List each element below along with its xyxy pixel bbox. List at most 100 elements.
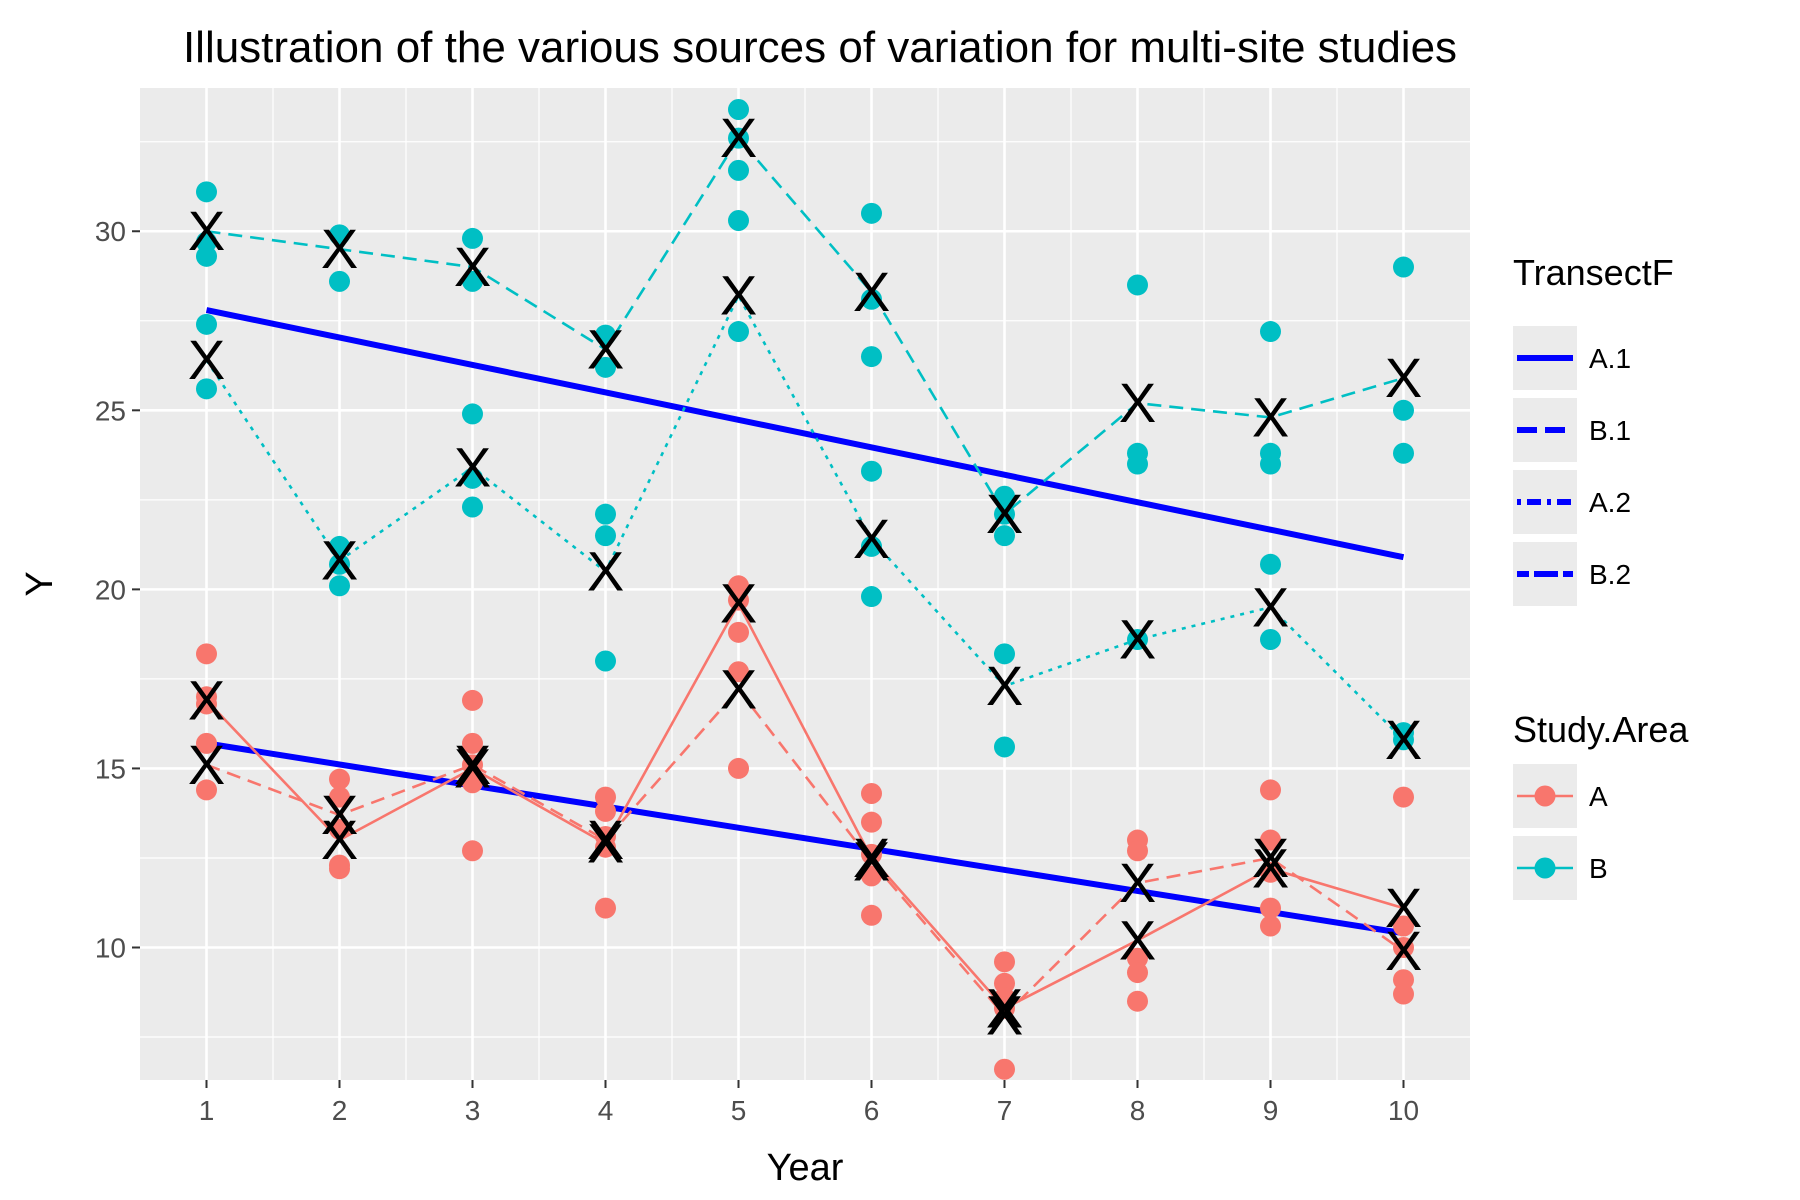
data-point bbox=[329, 553, 350, 575]
data-point bbox=[1393, 442, 1414, 464]
data-point bbox=[861, 346, 882, 368]
data-point bbox=[1393, 915, 1414, 937]
data-point bbox=[329, 786, 350, 808]
mean-marker: X bbox=[1252, 837, 1289, 900]
data-point bbox=[1393, 983, 1414, 1005]
x-tick-label: 4 bbox=[598, 1095, 614, 1126]
x-axis-title: Year bbox=[767, 1147, 844, 1189]
y-axis-title: Y bbox=[19, 571, 61, 596]
data-point bbox=[462, 496, 483, 518]
data-point bbox=[462, 732, 483, 754]
x-axis: 1 2 3 4 5 6 7 8 9 10 bbox=[199, 1080, 1419, 1126]
data-point bbox=[462, 227, 483, 249]
data-point bbox=[329, 818, 350, 840]
mean-marker: X bbox=[986, 976, 1023, 1039]
mean-marker: X bbox=[587, 539, 624, 602]
data-point bbox=[994, 951, 1015, 973]
data-point bbox=[329, 535, 350, 557]
data-point bbox=[1260, 861, 1281, 883]
mean-marker: X bbox=[853, 830, 890, 893]
data-point bbox=[329, 575, 350, 597]
data-point bbox=[861, 202, 882, 224]
mean-marker: X bbox=[321, 529, 358, 592]
mean-marker: X bbox=[720, 106, 757, 169]
mean-marker: X bbox=[1119, 608, 1156, 671]
legend-point-sample bbox=[1534, 857, 1556, 879]
x-tick-label: 6 bbox=[864, 1095, 880, 1126]
mean-marker: X bbox=[188, 328, 225, 391]
data-point bbox=[861, 288, 882, 310]
y-tick-label: 10 bbox=[95, 932, 126, 963]
legend-point-sample bbox=[1534, 785, 1556, 807]
mean-marker: X bbox=[720, 572, 757, 635]
mean-marker: X bbox=[1385, 708, 1422, 771]
y-tick-label: 15 bbox=[95, 753, 126, 784]
data-point bbox=[595, 650, 616, 672]
data-point bbox=[329, 768, 350, 790]
mean-marker: X bbox=[1252, 575, 1289, 638]
mean-marker: X bbox=[1119, 908, 1156, 971]
legend-item-label: A.1 bbox=[1589, 343, 1631, 374]
data-point bbox=[1127, 990, 1148, 1012]
data-point bbox=[728, 321, 749, 343]
data-point bbox=[462, 270, 483, 292]
data-point bbox=[595, 525, 616, 547]
data-point bbox=[728, 589, 749, 611]
data-point bbox=[329, 270, 350, 292]
data-point bbox=[1260, 897, 1281, 919]
mean-marker: X bbox=[188, 733, 225, 796]
data-point bbox=[595, 897, 616, 919]
data-point bbox=[861, 843, 882, 865]
data-point bbox=[1393, 786, 1414, 808]
chart-title: Illustration of the various sources of v… bbox=[183, 23, 1457, 72]
data-point bbox=[1393, 256, 1414, 278]
mean-marker: X bbox=[321, 783, 358, 846]
regression-lines bbox=[205, 307, 1405, 937]
data-point bbox=[728, 757, 749, 779]
mean-marker: X bbox=[1119, 371, 1156, 434]
data-point bbox=[1260, 829, 1281, 851]
regression-line-B bbox=[205, 307, 1405, 561]
regression-line-A bbox=[206, 740, 1404, 937]
mean-marker: X bbox=[587, 808, 624, 871]
mean-marker: X bbox=[587, 317, 624, 380]
mean-marker: X bbox=[1385, 919, 1422, 982]
data-point bbox=[1260, 453, 1281, 475]
mean-marker: X bbox=[454, 736, 491, 799]
y-axis: 10 15 20 25 30 bbox=[95, 216, 140, 963]
mean-marker: X bbox=[986, 654, 1023, 717]
x-tick-label: 10 bbox=[1388, 1095, 1419, 1126]
mean-marker: X bbox=[853, 826, 890, 889]
data-point bbox=[462, 689, 483, 711]
data-point bbox=[994, 503, 1015, 525]
data-point bbox=[861, 904, 882, 926]
data-point bbox=[728, 159, 749, 181]
data-point bbox=[595, 503, 616, 525]
x-tick-label: 7 bbox=[997, 1095, 1013, 1126]
data-point bbox=[196, 313, 217, 335]
data-point bbox=[595, 356, 616, 378]
legend-item-label: A.2 bbox=[1589, 487, 1631, 518]
data-point bbox=[329, 224, 350, 246]
mean-marker: X bbox=[321, 808, 358, 871]
mean-marker: X bbox=[1119, 851, 1156, 914]
x-tick-label: 3 bbox=[465, 1095, 481, 1126]
minor-gridlines bbox=[140, 88, 1470, 1080]
transect-mean-lines bbox=[205, 135, 1405, 1018]
data-point bbox=[994, 1058, 1015, 1080]
data-point bbox=[462, 754, 483, 776]
data-point bbox=[1393, 936, 1414, 958]
data-point bbox=[728, 210, 749, 232]
data-point bbox=[728, 661, 749, 683]
y-tick-label: 30 bbox=[95, 216, 126, 247]
data-point bbox=[462, 467, 483, 489]
data-point bbox=[994, 525, 1015, 547]
data-point bbox=[595, 324, 616, 346]
mean-marker: X bbox=[188, 668, 225, 731]
data-point bbox=[861, 783, 882, 805]
data-point bbox=[1127, 629, 1148, 651]
data-point bbox=[196, 693, 217, 715]
x-tick-label: 2 bbox=[332, 1095, 348, 1126]
